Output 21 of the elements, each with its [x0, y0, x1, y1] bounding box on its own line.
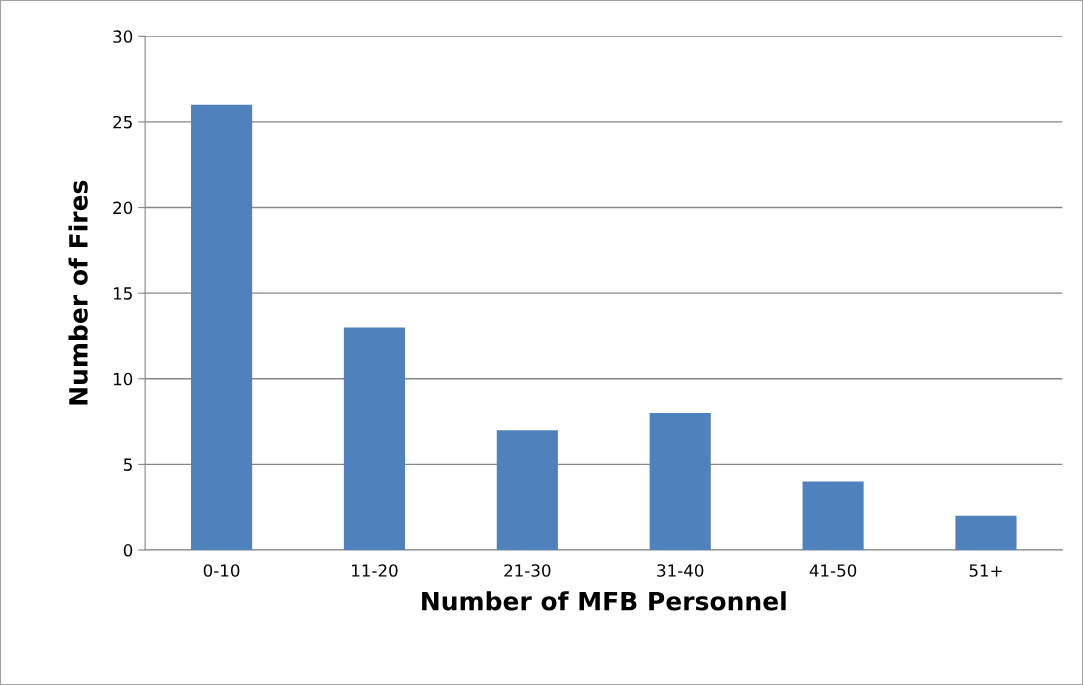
bar — [343, 327, 406, 551]
bar — [496, 430, 558, 551]
y-tick-label: 15 — [113, 287, 132, 300]
y-tick-label: 20 — [113, 201, 133, 215]
y-tick-label: 30 — [113, 30, 133, 43]
x-axis-title: Number of MFB Personnel — [422, 591, 786, 611]
y-tick-label: 0 — [123, 544, 133, 557]
bar — [649, 413, 711, 551]
x-tick-label: 0-10 — [203, 564, 240, 577]
x-tick-label: 11-20 — [352, 564, 398, 577]
x-tick-label: 21-30 — [504, 564, 551, 577]
bar — [802, 481, 864, 551]
bar — [955, 515, 1017, 551]
y-tick-label: 10 — [113, 372, 133, 386]
x-tick-label: 51+ — [969, 564, 1002, 577]
y-tick-label: 5 — [124, 458, 132, 471]
y-tick-label: 25 — [113, 115, 132, 129]
x-tick-label: 31-40 — [657, 564, 704, 577]
x-tick-label: 41-50 — [809, 564, 857, 577]
bar — [190, 104, 253, 551]
y-axis-title: Number of Fires — [68, 180, 88, 405]
